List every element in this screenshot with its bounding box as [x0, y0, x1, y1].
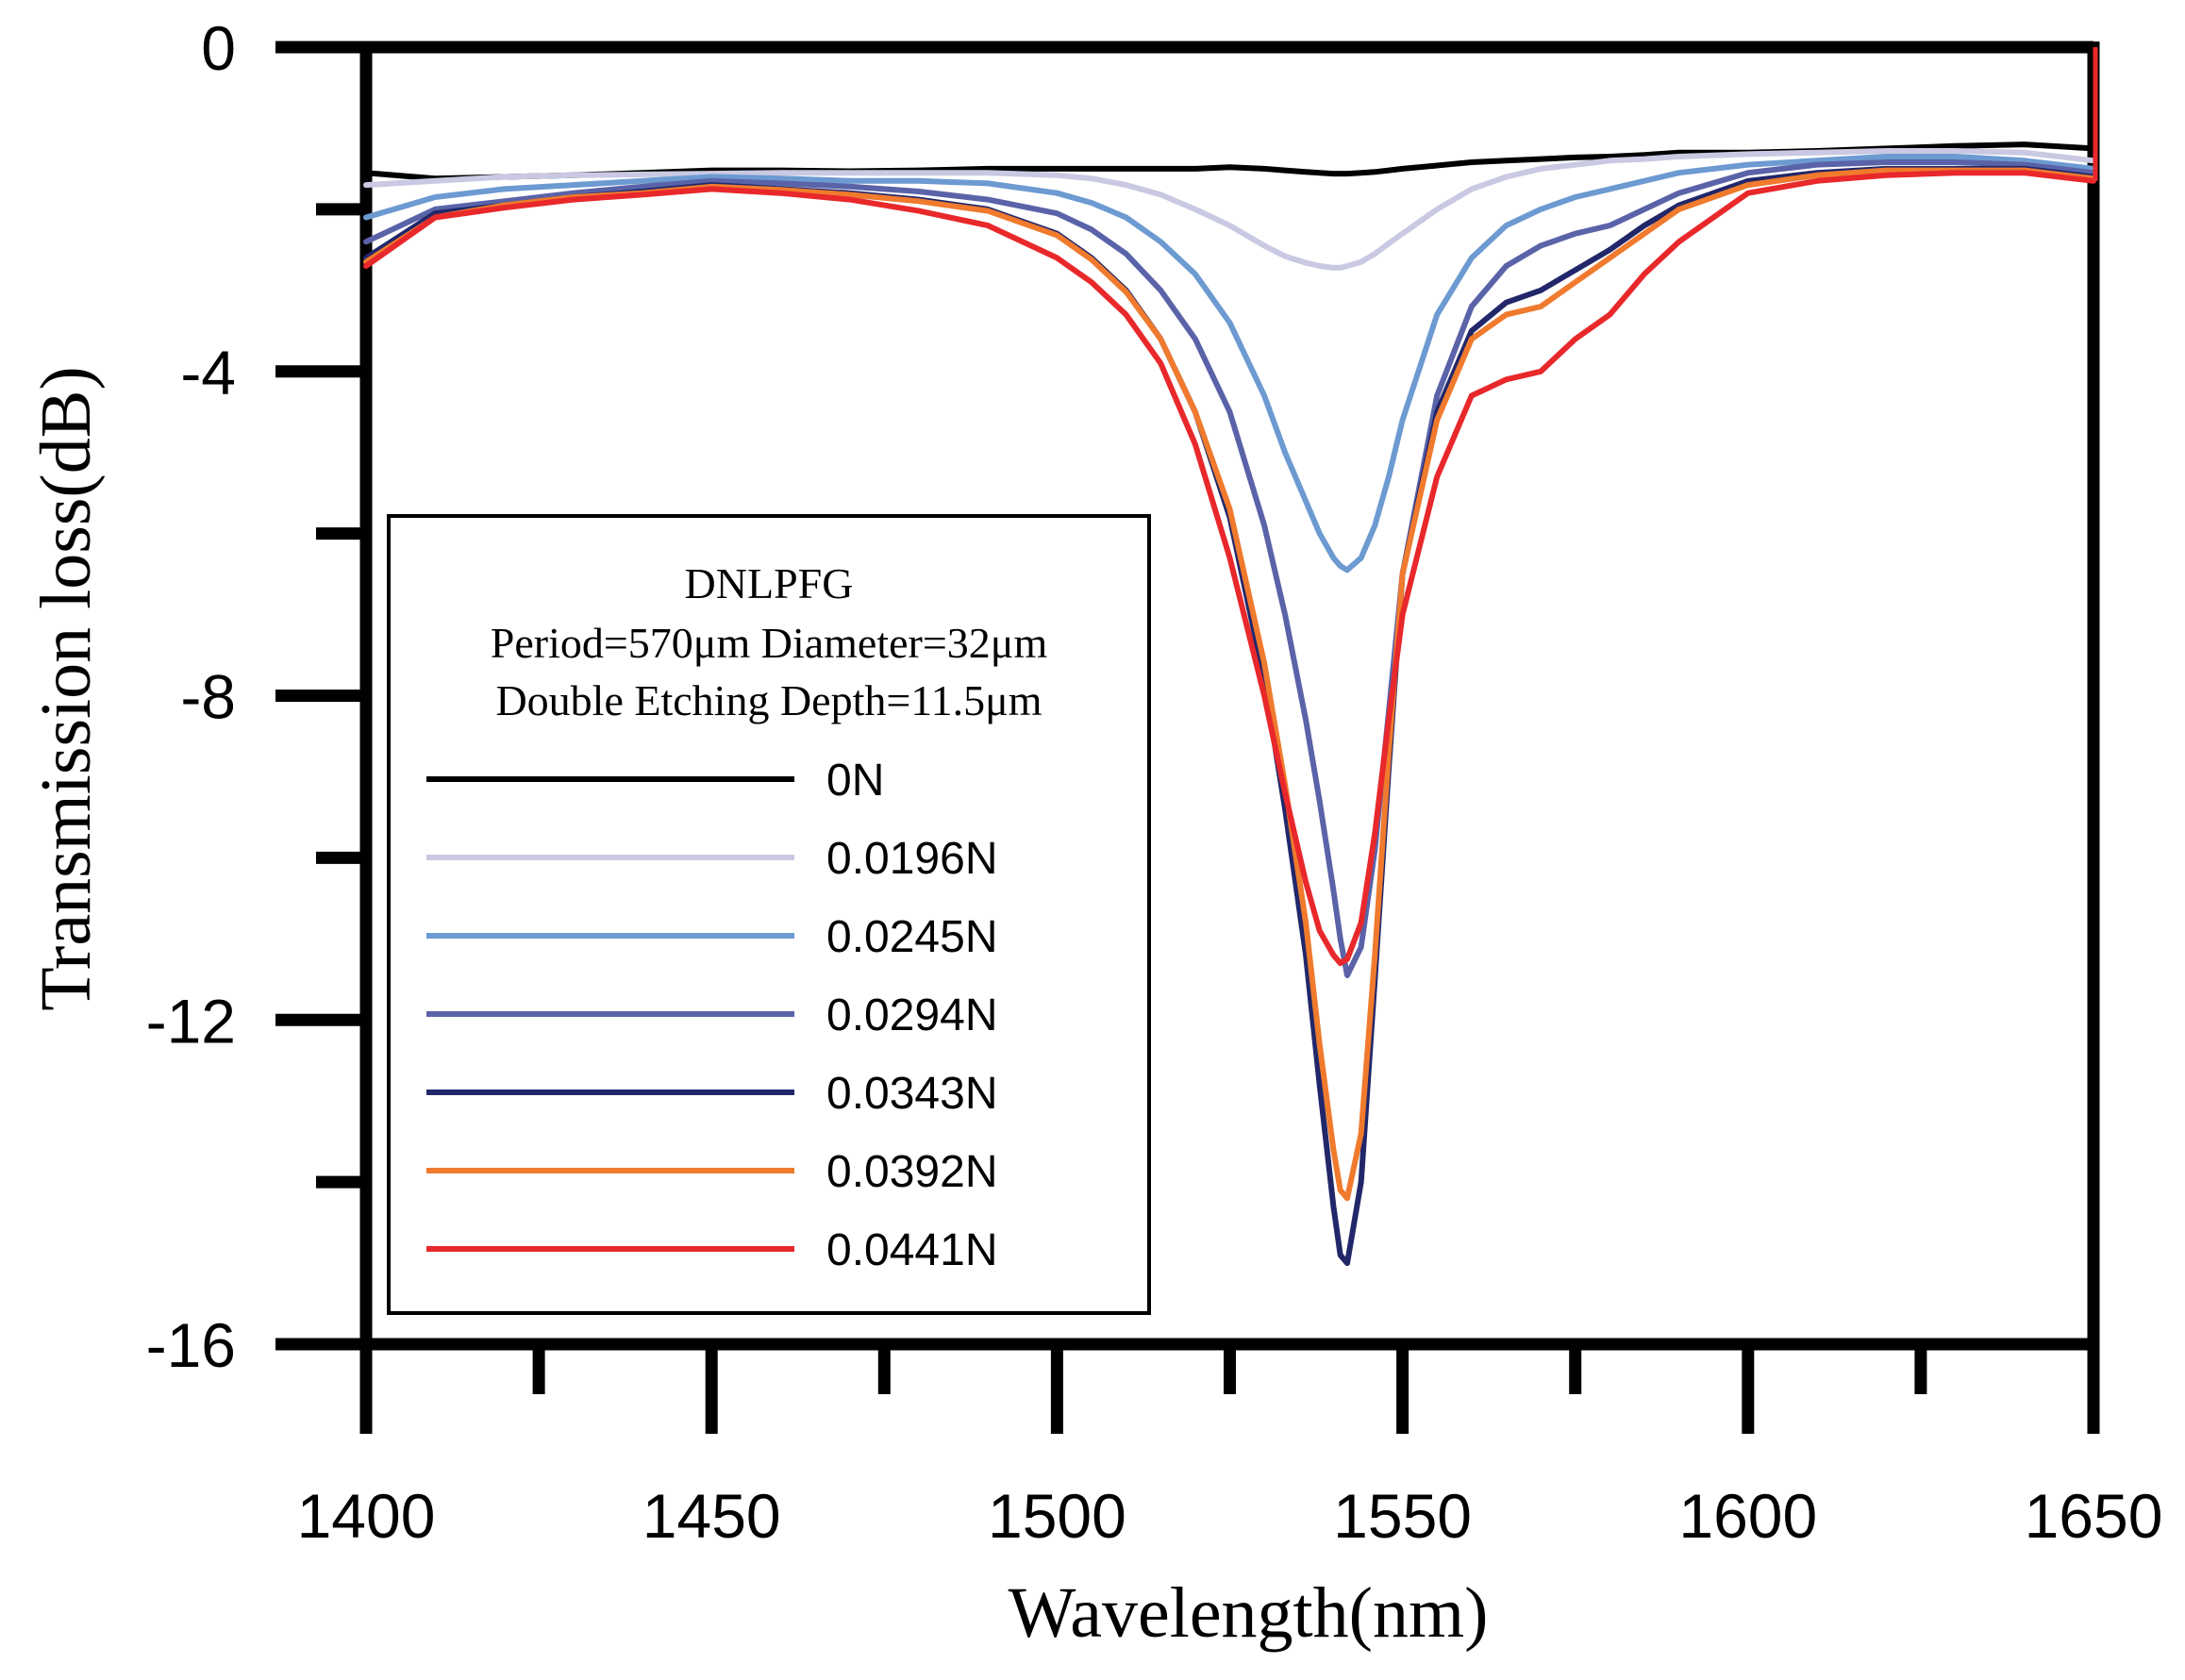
legend-label: 0.0294N	[826, 990, 997, 1040]
legend-label: 0.0392N	[826, 1147, 997, 1197]
x-tick-label: 1600	[1678, 1481, 1817, 1551]
series-line	[363, 170, 2096, 967]
series-line	[363, 148, 2096, 271]
y-tick-label: -8	[180, 662, 236, 732]
x-tick-label: 1550	[1333, 1481, 1472, 1551]
y-tick-label: -12	[146, 986, 236, 1056]
y-axis-title: Transmission loss(dB)	[26, 366, 106, 1010]
legend-label: 0.0245N	[826, 912, 997, 962]
y-tick-label: -16	[146, 1310, 236, 1380]
y-tick-label: -4	[180, 338, 236, 408]
legend-title-line: DNLPFG	[685, 559, 854, 607]
legend-label: 0.0441N	[826, 1225, 997, 1275]
axes: 0 -4 -8 -12 -16 1400 1450 1500 1550 1600 1650	[146, 13, 2163, 1551]
legend-entries: 0N 0.0196N 0.0245N 0.0294N 0.0343N 0.0392N 0.0…	[426, 756, 997, 1275]
x-tick-label: 1650	[2025, 1481, 2163, 1551]
series-line	[363, 167, 2096, 1202]
x-axis-title: Wavelength(nm)	[1009, 1573, 1489, 1653]
y-tick-label: 0	[201, 13, 236, 83]
legend-label: 0.0343N	[826, 1069, 997, 1119]
legend-title-line: Double Etching Depth=11.5μm	[495, 676, 1042, 724]
legend: DNLPFG Period=570μm Diameter=32μm Double…	[387, 514, 1151, 1315]
series-line	[363, 159, 2096, 978]
series-layer	[363, 47, 2098, 1267]
legend-box	[387, 514, 1151, 1315]
x-tick-label: 1500	[988, 1481, 1126, 1551]
series-line	[363, 154, 2096, 574]
legend-title-line: Period=570μm Diameter=32μm	[491, 619, 1048, 667]
legend-label: 0.0196N	[826, 834, 997, 884]
x-tick-label: 1450	[642, 1481, 781, 1551]
x-tick-label: 1400	[297, 1481, 436, 1551]
legend-label: 0N	[826, 756, 884, 806]
